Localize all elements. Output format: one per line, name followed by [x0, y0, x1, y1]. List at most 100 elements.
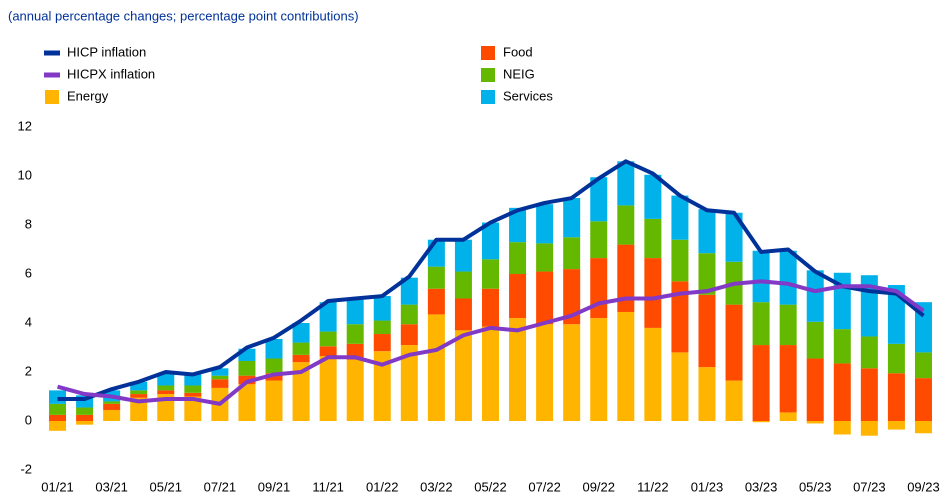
- bar-segment: [914, 378, 932, 421]
- bar-segment: [590, 258, 608, 319]
- bar-segment: [184, 392, 202, 397]
- bar-segment: [536, 271, 554, 325]
- bar-segment: [698, 294, 716, 368]
- y-tick-label: 2: [25, 363, 32, 378]
- bar-segment: [482, 259, 499, 289]
- bar-segment: [563, 198, 581, 238]
- bar-segment: [590, 221, 608, 259]
- bar-segment: [644, 218, 662, 259]
- bar-segment: [833, 421, 851, 435]
- bar-segment: [265, 380, 283, 421]
- bar-segment: [184, 374, 202, 386]
- bar-segment: [509, 242, 527, 274]
- bar-segment: [76, 407, 94, 415]
- x-tick-label: 01/23: [691, 479, 724, 494]
- legend-label: HICP inflation: [67, 44, 146, 59]
- bar-segment: [860, 368, 878, 421]
- bar-segment: [319, 302, 337, 332]
- legend-swatch: [45, 90, 59, 104]
- bar-segment: [211, 368, 229, 376]
- chart-subtitle: (annual percentage changes; percentage p…: [8, 8, 359, 23]
- bar-segment: [265, 338, 283, 359]
- bar-segment: [671, 195, 689, 240]
- y-tick-label: 6: [25, 265, 32, 280]
- bar-segment: [590, 318, 608, 421]
- bar-segment: [482, 288, 499, 327]
- bar-segment: [346, 299, 364, 325]
- x-tick-label: 11/21: [312, 479, 344, 494]
- y-tick-label: 4: [25, 314, 32, 329]
- bar-segment: [49, 421, 67, 431]
- bar-segment: [671, 239, 689, 282]
- bar-segment: [563, 269, 581, 325]
- bar-segment: [157, 373, 175, 386]
- legend-swatch: [481, 46, 495, 60]
- bar-segment: [698, 209, 716, 254]
- bar-segment: [346, 324, 364, 344]
- legend-label: Services: [503, 88, 553, 103]
- bar-segment: [806, 270, 824, 322]
- bar-segment: [373, 320, 391, 335]
- bar-segment: [644, 174, 662, 219]
- x-tick-label: 09/21: [258, 479, 291, 494]
- bar-segment: [536, 324, 554, 421]
- bar-segment: [373, 351, 391, 421]
- bar-segment: [49, 403, 67, 415]
- x-tick-label: 01/22: [366, 479, 399, 494]
- bar-segment: [373, 334, 391, 352]
- bar-segment: [698, 367, 716, 421]
- bar-segment: [238, 384, 256, 421]
- bar-segment: [454, 239, 472, 272]
- bar-segment: [184, 396, 202, 421]
- bar-segment: [454, 298, 472, 331]
- x-tick-label: 05/23: [799, 479, 832, 494]
- bar-segment: [617, 244, 635, 312]
- bar-segment: [454, 271, 472, 299]
- bar-segment: [806, 358, 824, 421]
- bar-segment: [779, 345, 797, 413]
- bar-segment: [292, 323, 310, 343]
- bar-segment: [265, 373, 283, 381]
- bar-segment: [292, 362, 310, 421]
- bar-segment: [860, 336, 878, 369]
- bar-segment: [292, 354, 310, 363]
- bar-segment: [76, 421, 94, 425]
- bar-segment: [860, 421, 878, 436]
- bar-segment: [509, 207, 527, 243]
- x-tick-label: 09/23: [907, 479, 940, 494]
- bar-segment: [617, 311, 635, 421]
- bar-segment: [482, 222, 499, 260]
- legend-label: Energy: [67, 88, 109, 103]
- bar-segment: [211, 375, 229, 380]
- x-tick-label: 03/22: [420, 479, 453, 494]
- bar-segment: [454, 330, 472, 421]
- bar-segment: [130, 397, 148, 421]
- x-tick-label: 01/21: [41, 479, 74, 494]
- bar-segment: [887, 421, 905, 430]
- bar-segment: [617, 161, 635, 206]
- bar-segment: [509, 274, 527, 319]
- x-tick-label: 05/21: [149, 479, 182, 494]
- bar-segment: [184, 385, 202, 393]
- bar-segment: [833, 329, 851, 364]
- line-series: [57, 279, 925, 406]
- y-tick-label: -2: [20, 461, 32, 476]
- bar-segment: [238, 360, 256, 376]
- bar-segment: [833, 363, 851, 421]
- bar-segment: [536, 204, 554, 244]
- bar-segment: [779, 250, 797, 305]
- x-tick-label: 07/23: [853, 479, 886, 494]
- bar-segment: [779, 412, 797, 421]
- bar-segment: [130, 390, 148, 395]
- x-tick-label: 05/22: [474, 479, 507, 494]
- x-tick-label: 09/22: [582, 479, 615, 494]
- x-tick-label: 07/22: [528, 479, 561, 494]
- bar-segment: [752, 345, 770, 421]
- bar-segment: [373, 296, 391, 321]
- bar-segment: [130, 381, 148, 391]
- bar-segment: [427, 288, 445, 315]
- bar-segment: [49, 414, 67, 421]
- y-tick-label: 12: [18, 118, 32, 133]
- bar-segment: [644, 258, 662, 328]
